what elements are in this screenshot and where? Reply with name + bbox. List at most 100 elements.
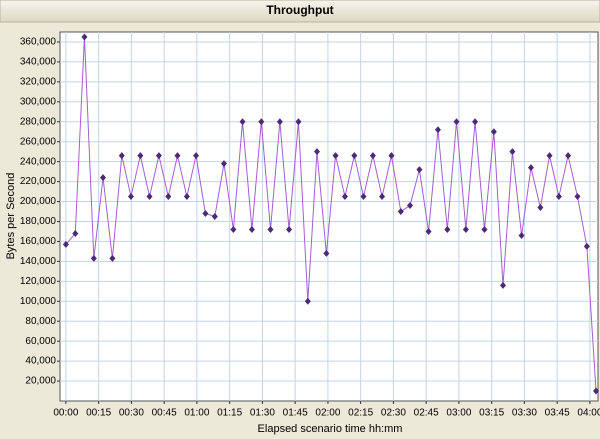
marker: [444, 225, 451, 233]
x-tick-label: 02:45: [414, 408, 439, 419]
chart-title: Throughput: [266, 3, 333, 17]
marker: [565, 152, 572, 160]
marker: [230, 225, 237, 233]
x-tick-label: 03:00: [446, 408, 471, 419]
marker: [202, 210, 209, 218]
marker: [360, 193, 367, 201]
marker: [453, 118, 460, 126]
marker: [109, 254, 116, 262]
marker: [527, 164, 534, 172]
y-tick-label: 300,000: [20, 96, 57, 107]
y-tick-label: 260,000: [20, 136, 57, 147]
x-tick-label: 02:30: [381, 408, 406, 419]
x-tick-label: 02:15: [348, 408, 373, 419]
marker: [593, 387, 600, 395]
marker: [351, 152, 358, 160]
marker: [239, 118, 246, 126]
line: [65, 36, 597, 392]
x-tick-label: 00:30: [119, 408, 144, 419]
y-tick-label: 320,000: [20, 77, 57, 88]
y-tick-label: 280,000: [20, 116, 57, 127]
y-tick-label: 360,000: [20, 37, 57, 48]
marker: [155, 152, 162, 160]
marker: [462, 225, 469, 233]
x-tick-label: 01:30: [250, 408, 275, 419]
marker: [127, 193, 134, 201]
marker: [388, 152, 395, 160]
marker: [583, 242, 590, 250]
marker: [276, 118, 283, 126]
y-tick-label: 180,000: [20, 216, 57, 227]
marker: [295, 118, 302, 126]
marker: [81, 33, 88, 41]
x-axis-title: Elapsed scenario time hh:mm: [258, 423, 403, 435]
marker: [304, 297, 311, 305]
marker: [379, 193, 386, 201]
marker: [100, 174, 107, 182]
marker: [248, 225, 255, 233]
y-tick-label: 240,000: [20, 156, 57, 167]
marker: [146, 193, 153, 201]
y-tick-label: 340,000: [20, 57, 57, 68]
x-tick-label: 03:45: [545, 408, 570, 419]
marker: [369, 152, 376, 160]
x-tick-label: 00:45: [152, 408, 177, 419]
marker: [407, 202, 414, 210]
y-axis-title: Bytes per Second: [5, 173, 17, 260]
x-tick-label: 01:45: [283, 408, 308, 419]
x-tick-label: 01:00: [184, 408, 209, 419]
marker: [341, 193, 348, 201]
marker: [286, 225, 293, 233]
marker: [220, 160, 227, 168]
y-tick-label: 120,000: [20, 276, 57, 287]
plot-area: [59, 31, 599, 402]
x-tick-label: 03:15: [479, 408, 504, 419]
marker: [546, 152, 553, 160]
y-tick-label: 20,000: [25, 376, 56, 387]
marker: [137, 152, 144, 160]
marker: [118, 152, 125, 160]
marker: [193, 152, 200, 160]
marker: [434, 126, 441, 134]
y-tick-label: 60,000: [25, 336, 56, 347]
y-tick-label: 80,000: [25, 316, 56, 327]
y-tick-label: 100,000: [20, 296, 57, 307]
marker: [509, 148, 516, 156]
marker: [332, 152, 339, 160]
marker: [90, 254, 97, 262]
marker: [211, 213, 218, 220]
marker: [258, 118, 265, 126]
marker: [574, 193, 581, 201]
marker: [481, 225, 488, 233]
x-tick-label: 02:00: [315, 408, 340, 419]
y-tick-label: 160,000: [20, 236, 57, 247]
x-tick-label: 03:30: [512, 408, 537, 419]
marker: [323, 249, 330, 257]
y-tick-label: 200,000: [20, 196, 57, 207]
marker: [555, 193, 562, 201]
x-tick-label: 00:15: [86, 408, 111, 419]
x-tick-label: 01:15: [217, 408, 242, 419]
marker: [397, 208, 404, 216]
marker: [416, 166, 423, 174]
marker: [472, 118, 479, 126]
marker: [500, 281, 507, 289]
marker: [72, 229, 79, 237]
marker: [267, 225, 274, 233]
x-tick-label: 00:00: [53, 408, 78, 419]
marks: [62, 33, 600, 395]
x-tick-label: 04:00: [577, 408, 600, 419]
marker: [490, 128, 497, 136]
marker: [313, 148, 320, 156]
title-bar: [0, 0, 600, 23]
marker: [518, 231, 525, 239]
marker: [62, 240, 69, 248]
marker: [425, 227, 432, 235]
y-tick-label: 220,000: [20, 176, 57, 187]
y-tick-label: 140,000: [20, 256, 57, 267]
marker: [537, 204, 544, 212]
marker: [165, 193, 172, 201]
marker: [183, 193, 190, 201]
